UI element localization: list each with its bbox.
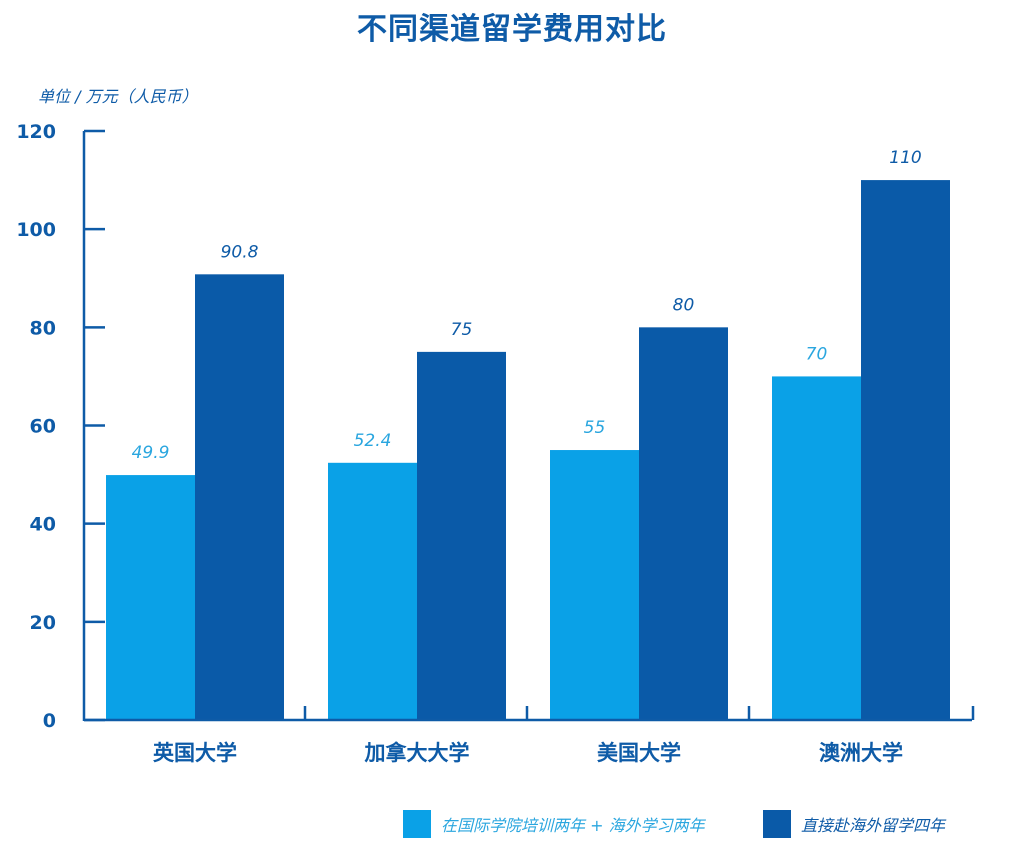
x-tick-label: 澳洲大学 <box>819 741 903 765</box>
y-tick-label: 0 <box>43 710 56 732</box>
bar-2-1 <box>195 274 284 720</box>
data-label: 55 <box>584 418 606 438</box>
data-label: 49.9 <box>132 443 170 463</box>
legend-swatch-series-2 <box>763 810 791 838</box>
data-label: 75 <box>451 320 473 340</box>
bar-1-4 <box>772 376 861 720</box>
legend-item-series-1: 在国际学院培训两年 + 海外学习两年 <box>403 810 705 838</box>
chart-title: 不同渠道留学费用对比 <box>357 12 667 47</box>
x-tick-label: 英国大学 <box>153 741 237 765</box>
y-tick-label: 120 <box>16 121 56 143</box>
bar-2-2 <box>417 351 506 720</box>
y-tick-label: 80 <box>30 317 56 339</box>
bar-1-1 <box>106 475 195 720</box>
y-tick-label: 20 <box>30 612 56 634</box>
legend-item-series-2: 直接赴海外留学四年 <box>763 810 945 838</box>
data-label: 80 <box>673 295 695 315</box>
bar-2-3 <box>639 327 728 720</box>
bar-1-3 <box>550 450 639 720</box>
y-tick-label: 60 <box>30 416 56 438</box>
data-label: 70 <box>806 344 828 364</box>
data-label: 90.8 <box>221 242 259 262</box>
bar-chart: 49.9 52.4 55 70 90.8 75 80 110 0 20 40 60 80 100 120 英国… <box>16 121 975 765</box>
y-tick-label: 100 <box>16 219 56 241</box>
legend-label-series-2: 直接赴海外留学四年 <box>801 816 946 835</box>
legend-swatch-series-1 <box>403 810 431 838</box>
data-label: 52.4 <box>354 431 392 451</box>
data-label: 110 <box>889 148 921 168</box>
y-tick-label: 40 <box>30 514 56 536</box>
x-tick-label: 美国大学 <box>597 741 681 765</box>
bar-2-4 <box>861 180 950 721</box>
x-tick-label: 加拿大大学 <box>364 741 470 765</box>
y-axis-unit-label: 单位 / 万元（人民币） <box>38 87 198 106</box>
bar-1-2 <box>328 462 417 720</box>
legend-label-series-1: 在国际学院培训两年 + 海外学习两年 <box>441 816 705 835</box>
